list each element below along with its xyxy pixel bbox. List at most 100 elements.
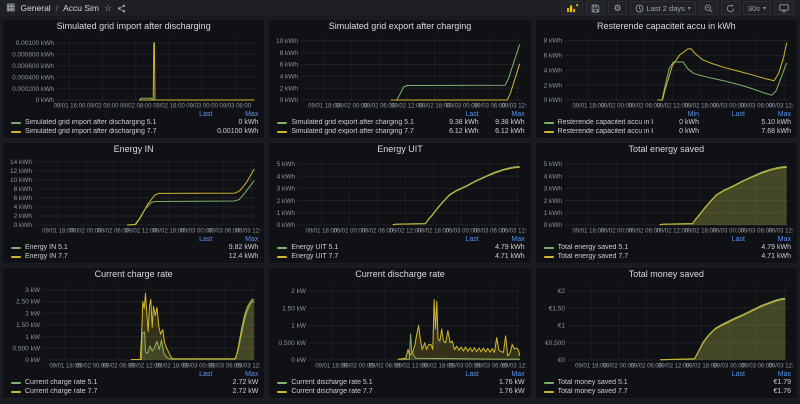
legend-stat-header[interactable]: Max <box>245 370 259 378</box>
series-color-marker[interactable] <box>543 255 554 258</box>
legend-stat-header[interactable]: Max <box>245 110 259 118</box>
legend-stat-header[interactable]: Last <box>731 370 745 378</box>
panel-title[interactable]: Total money saved <box>628 269 704 279</box>
refresh-interval-picker[interactable]: 30s ▾ <box>742 1 771 15</box>
series-color-marker[interactable] <box>277 130 288 133</box>
legend-series-name[interactable]: Resterende capaciteit accu in kWh, 5.1 <box>557 119 653 126</box>
dashboard-settings-button[interactable]: ⚙ <box>608 1 627 15</box>
legend-stat-header[interactable]: Last <box>199 235 213 243</box>
legend-stat-header[interactable]: Max <box>777 110 791 118</box>
series-color-marker[interactable] <box>277 381 288 384</box>
series-color-marker[interactable] <box>543 381 554 384</box>
cycle-view-button[interactable] <box>774 1 794 15</box>
series-color-marker[interactable] <box>543 130 554 133</box>
plot-area[interactable]: 09/01 18:00 09/02 00:00 09/02 06:00 09/02 1… <box>6 156 261 235</box>
series-color-marker[interactable] <box>277 255 288 258</box>
legend-stat-header[interactable]: Last <box>731 110 745 118</box>
chart[interactable]: 09/01 16:00 09/02 00:00 09/02 08:00 09/02 1… <box>6 33 261 110</box>
legend-series-row: Current discharge rate 5.1 1.76 kW <box>277 378 525 387</box>
legend-series-name[interactable]: Simulated grid export after charging 7.7 <box>291 128 414 135</box>
legend-series-name[interactable]: Total money saved 5.1 <box>557 379 628 386</box>
legend-stat-value: 0 kWh <box>679 128 699 135</box>
share-icon[interactable] <box>117 4 126 13</box>
legend-stat-header[interactable]: Last <box>199 370 213 378</box>
panel-title[interactable]: Current discharge rate <box>355 269 445 279</box>
legend-series-name[interactable]: Resterende capaciteit accu in kWh, 7.7 <box>557 128 653 135</box>
legend-stat-header[interactable]: Last <box>199 110 213 118</box>
plot-area[interactable]: 09/01 18:00 09/02 00:00 09/02 06:00 09/02 1… <box>272 33 527 110</box>
panel-title[interactable]: Simulated grid import after discharging <box>56 21 211 31</box>
legend-stat-header[interactable]: Max <box>511 110 525 118</box>
series-color-marker[interactable] <box>11 246 21 249</box>
plot-area[interactable]: 09/01 18:00 09/02 00:00 09/02 06:00 09/02 1… <box>539 156 794 235</box>
legend-series-name[interactable]: Energy IN 7.7 <box>25 253 68 260</box>
legend-series-name[interactable]: Energy UIT 5.1 <box>291 244 339 251</box>
breadcrumb-folder[interactable]: General <box>20 3 51 13</box>
x-tick-label: 09/01 18:00 <box>572 104 604 110</box>
series-color-marker[interactable] <box>543 121 554 124</box>
legend-stat-header[interactable]: Last <box>731 235 745 243</box>
series-color-marker[interactable] <box>11 121 21 124</box>
series-color-marker[interactable] <box>543 390 554 393</box>
legend-stat-value: 0 kWh <box>679 119 699 126</box>
legend-series-name[interactable]: Total money saved 7.7 <box>557 388 628 395</box>
plot-area[interactable]: 09/01 18:00 09/02 00:00 09/02 06:00 09/02 1… <box>272 156 527 235</box>
legend-series-name[interactable]: Energy IN 5.1 <box>25 244 68 251</box>
save-dashboard-button[interactable] <box>586 1 606 15</box>
legend-stat-header[interactable]: Max <box>777 370 791 378</box>
legend-series-name[interactable]: Total energy saved 7.7 <box>557 253 629 260</box>
add-panel-button[interactable] <box>561 1 584 15</box>
legend-series-name[interactable]: Current discharge rate 5.1 <box>291 379 373 386</box>
legend-series-name[interactable]: Simulated grid import after discharging … <box>25 128 157 135</box>
legend-series-name[interactable]: Current charge rate 7.7 <box>25 388 98 395</box>
series-color-marker[interactable] <box>277 390 288 393</box>
legend-stat-header[interactable]: Last <box>465 110 479 118</box>
series-color-marker[interactable] <box>277 121 288 124</box>
series-color-marker[interactable] <box>11 130 21 133</box>
panel-energy-uit: Energy UIT 09/01 18:00 09/02 00:00 09/02 06… <box>268 142 532 264</box>
panel-title[interactable]: Energy IN <box>113 144 154 154</box>
series-color-marker[interactable] <box>543 246 554 249</box>
legend-series-name[interactable]: Simulated grid export after charging 5.1 <box>291 119 414 126</box>
legend-series-name[interactable]: Simulated grid import after discharging … <box>25 119 157 126</box>
legend-stat-header[interactable]: Min <box>687 110 699 118</box>
plot-area[interactable]: 09/01 18:00 09/02 00:00 09/02 06:00 09/02 1… <box>539 33 794 110</box>
legend-series-name[interactable]: Total energy saved 5.1 <box>557 244 629 251</box>
panel-title[interactable]: Resterende capaciteit accu in kWh <box>597 21 736 31</box>
zoom-out-button[interactable] <box>698 1 718 15</box>
legend-series-name[interactable]: Current charge rate 5.1 <box>25 379 98 386</box>
plot-area[interactable]: 09/01 18:00 09/02 00:00 09/02 06:00 09/02 1… <box>539 281 794 370</box>
legend-series-name[interactable]: Energy UIT 7.7 <box>291 253 339 260</box>
series-color-marker[interactable] <box>11 381 21 384</box>
plot-area[interactable]: 09/01 16:00 09/02 00:00 09/02 08:00 09/02 1… <box>6 33 261 110</box>
panel-title[interactable]: Total energy saved <box>628 144 705 154</box>
legend-stat-header[interactable]: Max <box>245 235 259 243</box>
panel-title[interactable]: Simulated grid export after charging <box>328 21 472 31</box>
legend-stat-header[interactable]: Last <box>465 370 479 378</box>
legend-stat-header[interactable]: Max <box>511 370 525 378</box>
plot-area[interactable]: 09/01 18:00 09/02 00:00 09/02 06:00 09/02 1… <box>6 281 261 370</box>
legend-stat-header[interactable]: Max <box>777 235 791 243</box>
plot-area[interactable]: 09/01 18:00 09/02 00:00 09/02 06:00 09/02 1… <box>272 281 527 370</box>
series-color-marker[interactable] <box>11 255 21 258</box>
time-range-picker[interactable]: Last 2 days ▾ <box>629 1 696 15</box>
breadcrumb-dashboard-title[interactable]: Accu Sim <box>63 3 99 13</box>
panel-title[interactable]: Current charge rate <box>94 269 173 279</box>
legend-stat-header[interactable]: Max <box>511 235 525 243</box>
legend-stat-header[interactable]: Last <box>465 235 479 243</box>
legend-series-name[interactable]: Current discharge rate 7.7 <box>291 388 373 395</box>
refresh-button[interactable] <box>720 1 740 15</box>
series-color-marker[interactable] <box>277 246 288 249</box>
panel-title[interactable]: Energy UIT <box>377 144 423 154</box>
star-icon[interactable]: ☆ <box>103 2 113 13</box>
series-color-marker[interactable] <box>11 390 21 393</box>
dashboards-icon[interactable]: ▦ <box>6 2 16 13</box>
